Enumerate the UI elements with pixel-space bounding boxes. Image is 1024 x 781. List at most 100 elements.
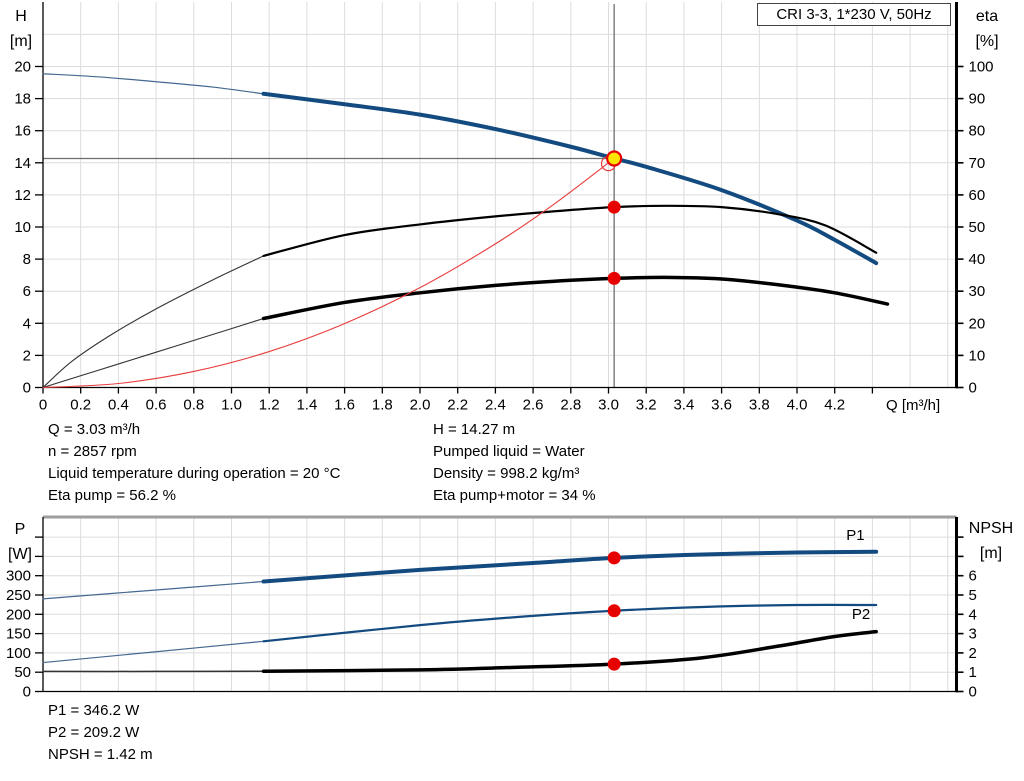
right-tick-label: 0 [969,380,977,397]
right-tick-label: 50 [969,219,986,236]
left-tick-label: 16 [14,123,31,140]
readout-eta-pump-motor: Eta pump+motor = 34 % [433,487,596,504]
duty-point[interactable] [606,150,623,167]
qh-eta-chart: 0 2 4 6 8 10 12 14 16 18 20 0 10 20 30 40 50 60 70 80 90 100 0… [14,2,994,414]
duty-crosshair [43,4,615,388]
right-tick-label: 1 [969,664,977,681]
p-axis-header: P [W] [0,517,40,567]
eta-pump-point[interactable] [607,200,621,214]
readout-eta-pump: Eta pump = 56.2 % [48,487,176,504]
eta-axis-unit: [%] [975,33,999,50]
x-tick-label: 0.4 [108,397,129,414]
x-tick-label: 1.8 [372,397,393,414]
left-tick-label: 14 [14,155,31,172]
x-tick-label: 0.8 [183,397,204,414]
x-tick-label: 3.4 [673,397,694,414]
left-tick-label: 2 [23,347,31,364]
x-tick-label: 1.2 [259,397,280,414]
p1-curve [261,549,879,584]
p1-label: P1 [846,527,864,544]
p2-point[interactable] [607,604,621,618]
eta-pump-motor-curve [261,275,890,321]
left-tick-label: 50 [14,664,31,681]
readout-block-right: H = 14.27 m Pumped liquid = Water Densit… [433,419,596,507]
axes: 0 2 4 6 8 10 12 14 16 18 20 0 10 20 30 40 50 60 70 80 90 100 0… [14,2,994,414]
h-axis-header: H [m] [0,4,42,54]
q-axis-label: Q [m³/h] [886,397,941,414]
left-tick-label: 12 [14,187,31,204]
h-axis-unit: [m] [9,33,33,50]
x-tick-label: 3.6 [711,397,732,414]
p2-label: P2 [852,606,870,623]
x-tick-label: 0.2 [70,397,91,414]
readout-liquid-temp: Liquid temperature during operation = 20… [48,465,341,482]
right-tick-label: 70 [969,155,986,172]
readout-block-bottom: P1 = 346.2 W P2 = 209.2 W NPSH = 1.42 m [48,700,153,766]
left-tick-label: 100 [6,645,31,662]
left-tick-label: 6 [23,283,31,300]
left-tick-label: 10 [14,219,31,236]
left-tick-label: 8 [23,251,31,268]
left-tick-label: 150 [6,626,31,643]
right-tick-label: 60 [969,187,986,204]
left-tick-label: 0 [23,380,31,397]
readout-flow: Q = 3.03 m³/h [48,421,141,438]
x-tick-label: 2.6 [523,397,544,414]
system-curve [42,157,615,389]
npsh-curve [261,629,878,673]
npsh-axis-header: NPSH [m] [958,516,1024,566]
x-tick-label: 3.2 [636,397,657,414]
left-tick-label: 300 [6,568,31,585]
right-tick-label: 30 [969,283,986,300]
right-tick-label: 6 [969,568,977,585]
p-axis-label: P [14,521,26,538]
left-tick-label: 4 [23,315,31,332]
eta-pump-motor-extension [42,317,265,389]
pump-title-box: CRI 3-3, 1*230 V, 50Hz [757,3,951,26]
h-axis-label: H [15,8,27,25]
h-curve [261,91,879,266]
pump-title: CRI 3-3, 1*230 V, 50Hz [776,6,932,23]
x-tick-label: 1.0 [221,397,242,414]
right-tick-label: 4 [969,606,977,623]
axes: 0 50 100 150 200 250 300 0 1 2 3 4 5 6 [6,515,977,701]
eta-pump-motor-point[interactable] [607,271,621,285]
x-tick-label: 2.4 [485,397,506,414]
readout-pumped-liquid: Pumped liquid = Water [433,443,585,460]
readout-head: H = 14.27 m [433,421,516,438]
right-tick-label: 80 [969,123,986,140]
right-tick-label: 40 [969,251,986,268]
npsh-point[interactable] [607,657,621,671]
x-tick-label: 3.8 [749,397,770,414]
left-tick-label: 250 [6,587,31,604]
right-tick-label: 10 [969,347,986,364]
p2-curve-extension [42,640,265,664]
right-tick-label: 2 [969,645,977,662]
npsh-axis-label: NPSH [968,520,1014,537]
right-tick-label: 3 [969,626,977,643]
x-tick-label: 4.0 [787,397,808,414]
x-tick-label: 0.6 [146,397,167,414]
eta-pump-extension [42,255,265,389]
right-tick-label: 90 [969,91,986,108]
power-npsh-chart: 0 50 100 150 200 250 300 0 1 2 3 4 5 6 P1 P2 [6,515,977,701]
p-axis-unit: [W] [8,546,32,563]
left-tick-label: 20 [14,59,31,76]
x-tick-label: 2.8 [560,397,581,414]
right-tick-label: 20 [969,315,986,332]
x-tick-label: 1.6 [334,397,355,414]
npsh-axis-unit: [m] [979,545,1003,562]
right-tick-label: 5 [969,587,977,604]
readout-density: Density = 998.2 kg/m³ [433,465,580,482]
x-tick-label: 0 [39,397,47,414]
x-tick-label: 1.4 [296,397,317,414]
x-tick-label: 4.2 [824,397,845,414]
p1-point[interactable] [607,551,621,565]
right-tick-label: 100 [969,59,994,76]
readout-p2: P2 = 209.2 W [48,724,140,741]
readout-block-left: Q = 3.03 m³/h n = 2857 rpm Liquid temper… [48,419,340,507]
readout-p1: P1 = 346.2 W [48,702,140,719]
left-tick-label: 18 [14,91,31,108]
h-curve-extension [42,73,265,95]
